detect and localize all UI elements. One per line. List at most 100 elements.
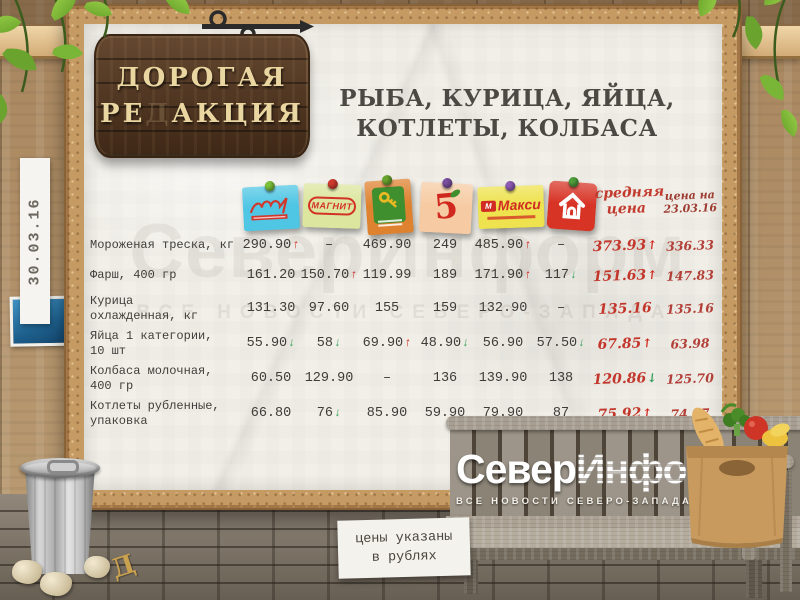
price-value: 290.90 — [242, 238, 292, 253]
publisher-tagline: ВСЕ НОВОСТИ СЕВЕРО-ЗАПАДА — [456, 496, 693, 507]
store-price-cell: 48.90↓ — [416, 336, 474, 351]
average-price-cell: 135.16 — [590, 299, 661, 318]
page-title: РЫБА, КУРИЦА, ЯЙЦА, КОТЛЕТЫ, КОЛБАСА — [332, 84, 682, 144]
trend-down-icon: ↓ — [287, 336, 297, 350]
trend-down-icon: ↓ — [333, 336, 343, 350]
avg-header-line2: цена — [606, 200, 647, 218]
product-name: Котлеты рубленные, упаковка — [90, 398, 220, 428]
foliage-top-right — [687, 0, 800, 138]
store-sticker-magnit: МАГНИТ — [302, 178, 362, 229]
store-price-cell: 55.90↓ — [242, 336, 300, 351]
store-sticker-red-house — [546, 176, 598, 232]
store-price-cell: – — [358, 371, 416, 386]
date-strip: 30.03.16 — [20, 158, 50, 324]
trend-down-icon: ↓ — [577, 336, 587, 350]
price-value: 55.90 — [246, 336, 288, 351]
price-value: 159 — [432, 301, 458, 316]
trend-down-icon: ↓ — [333, 406, 343, 420]
average-value: 135.16 — [597, 299, 653, 318]
store-price-cell: – — [300, 238, 358, 253]
foliage-top-left — [0, 0, 192, 126]
pushpin-icon — [381, 174, 393, 186]
crumpled-paper-ball — [12, 560, 42, 584]
store-price-cell: 161.20 — [242, 268, 300, 283]
average-price-cell: 67.85↑ — [590, 334, 661, 353]
watermark-tagline: ВСЕ НОВОСТИ СЕВЕРО-ЗАПАДА — [136, 302, 674, 323]
price-value: 171.90 — [474, 268, 524, 283]
trend-down-icon: ↓ — [569, 268, 579, 282]
price-value: 119.99 — [362, 268, 412, 283]
trend-up-icon: ↑ — [646, 237, 659, 252]
price-value: 249 — [432, 238, 458, 253]
pushpin-icon — [327, 178, 338, 190]
maksi-logo: М Макси — [478, 196, 545, 214]
five-logo: 5 — [432, 186, 460, 228]
trend-down-icon: ↓ — [646, 370, 659, 385]
store-price-cell: 131.30 — [242, 301, 300, 316]
price-value: 139.90 — [478, 371, 528, 386]
trash-can — [20, 458, 100, 576]
store-price-cell: 129.90 — [300, 371, 358, 386]
price-value: 48.90 — [420, 336, 462, 351]
store-price-cell: 136 — [416, 371, 474, 386]
price-value: – — [382, 371, 392, 386]
store-price-cell: 150.70↑ — [300, 268, 359, 283]
product-name: Колбаса молочная, 400 гр — [90, 363, 213, 393]
table-row: Фарш, 400 гр 161.20 150.70↑ 119.99 189 171.90… — [90, 260, 722, 291]
plaque-line-2: РЕДАКЦИЯ — [100, 96, 304, 132]
average-value: 120.86 — [592, 369, 647, 388]
table-row: Котлеты рубленные, упаковка 66.80 76↓ 85.90… — [90, 396, 722, 431]
price-value: 57.50 — [536, 336, 578, 351]
magnit-logo: МАГНИТ — [307, 196, 357, 216]
product-name: Курица охлажденная, кг — [90, 293, 199, 323]
price-value: 155 — [374, 301, 400, 316]
store-price-cell: 189 — [416, 268, 474, 283]
store-price-cell: 159 — [416, 301, 474, 316]
trash-can-body — [25, 472, 95, 574]
store-price-cell: 249 — [416, 238, 474, 253]
trend-up-icon: ↑ — [523, 238, 533, 252]
golden-key-logo-icon — [371, 185, 407, 227]
price-value: 150.70 — [300, 268, 350, 283]
store-price-cell: 290.90↑ — [242, 238, 301, 253]
title-line-2: КОТЛЕТЫ, КОЛБАСА — [356, 115, 658, 142]
currency-note: цены указаны в рублях — [337, 517, 471, 579]
store-price-cell: 66.80 — [242, 406, 300, 421]
price-table-rows: Мороженая треска, кг 290.90↑ –469.90 249 485… — [90, 231, 722, 431]
store-sticker-maksi: М Макси — [477, 180, 545, 230]
average-price-cell: 373.93↑ — [590, 236, 661, 255]
store-price-cell: 58↓ — [300, 336, 358, 351]
price-value: 138 — [548, 371, 574, 386]
trend-down-icon: ↓ — [461, 336, 471, 350]
product-name: Яйца 1 категории, 10 шт — [90, 328, 213, 358]
trend-up-icon: ↑ — [641, 335, 654, 350]
store-price-cell: 155 — [358, 301, 416, 316]
table-row: Яйца 1 категории, 10 шт 55.90↓ 58↓ 69.90↑ 48… — [90, 326, 722, 361]
logo-caption-bar — [378, 223, 403, 227]
title-line-1: РЫБА, КУРИЦА, ЯЙЦА, — [339, 85, 675, 112]
price-value: 66.80 — [250, 406, 292, 421]
maksi-mark-icon: М — [480, 200, 496, 212]
average-value: 151.63 — [592, 266, 647, 285]
title-plaque: ДОРОГАЯ РЕДАКЦИЯ — [94, 34, 310, 158]
price-value: 69.90 — [362, 336, 404, 351]
plaque-text-re: РЕ — [100, 99, 146, 129]
price-value: 56.90 — [482, 336, 524, 351]
trend-up-icon: ↑ — [349, 268, 359, 282]
store-price-cell: 97.60 — [300, 301, 358, 316]
store-price-cell: 56.90 — [474, 336, 532, 351]
store-price-cell: 171.90↑ — [474, 268, 533, 283]
price-value: 117 — [544, 268, 570, 283]
price-value: 132.90 — [478, 301, 528, 316]
pushpin-icon — [505, 180, 516, 192]
store-price-cell: 117↓ — [532, 268, 590, 283]
product-name: Мороженая треска, кг — [90, 238, 235, 252]
trend-up-icon: ↑ — [523, 268, 533, 282]
trend-up-icon: ↑ — [403, 336, 413, 350]
store-price-cell: 139.90 — [474, 371, 532, 386]
store-sticker-golden-key — [364, 174, 414, 236]
store-price-cell: 57.50↓ — [532, 336, 590, 351]
store-price-cell: 76↓ — [300, 406, 358, 421]
previous-price-cell: 125.70 — [665, 370, 715, 387]
store-price-cell: 485.90↑ — [474, 238, 533, 253]
